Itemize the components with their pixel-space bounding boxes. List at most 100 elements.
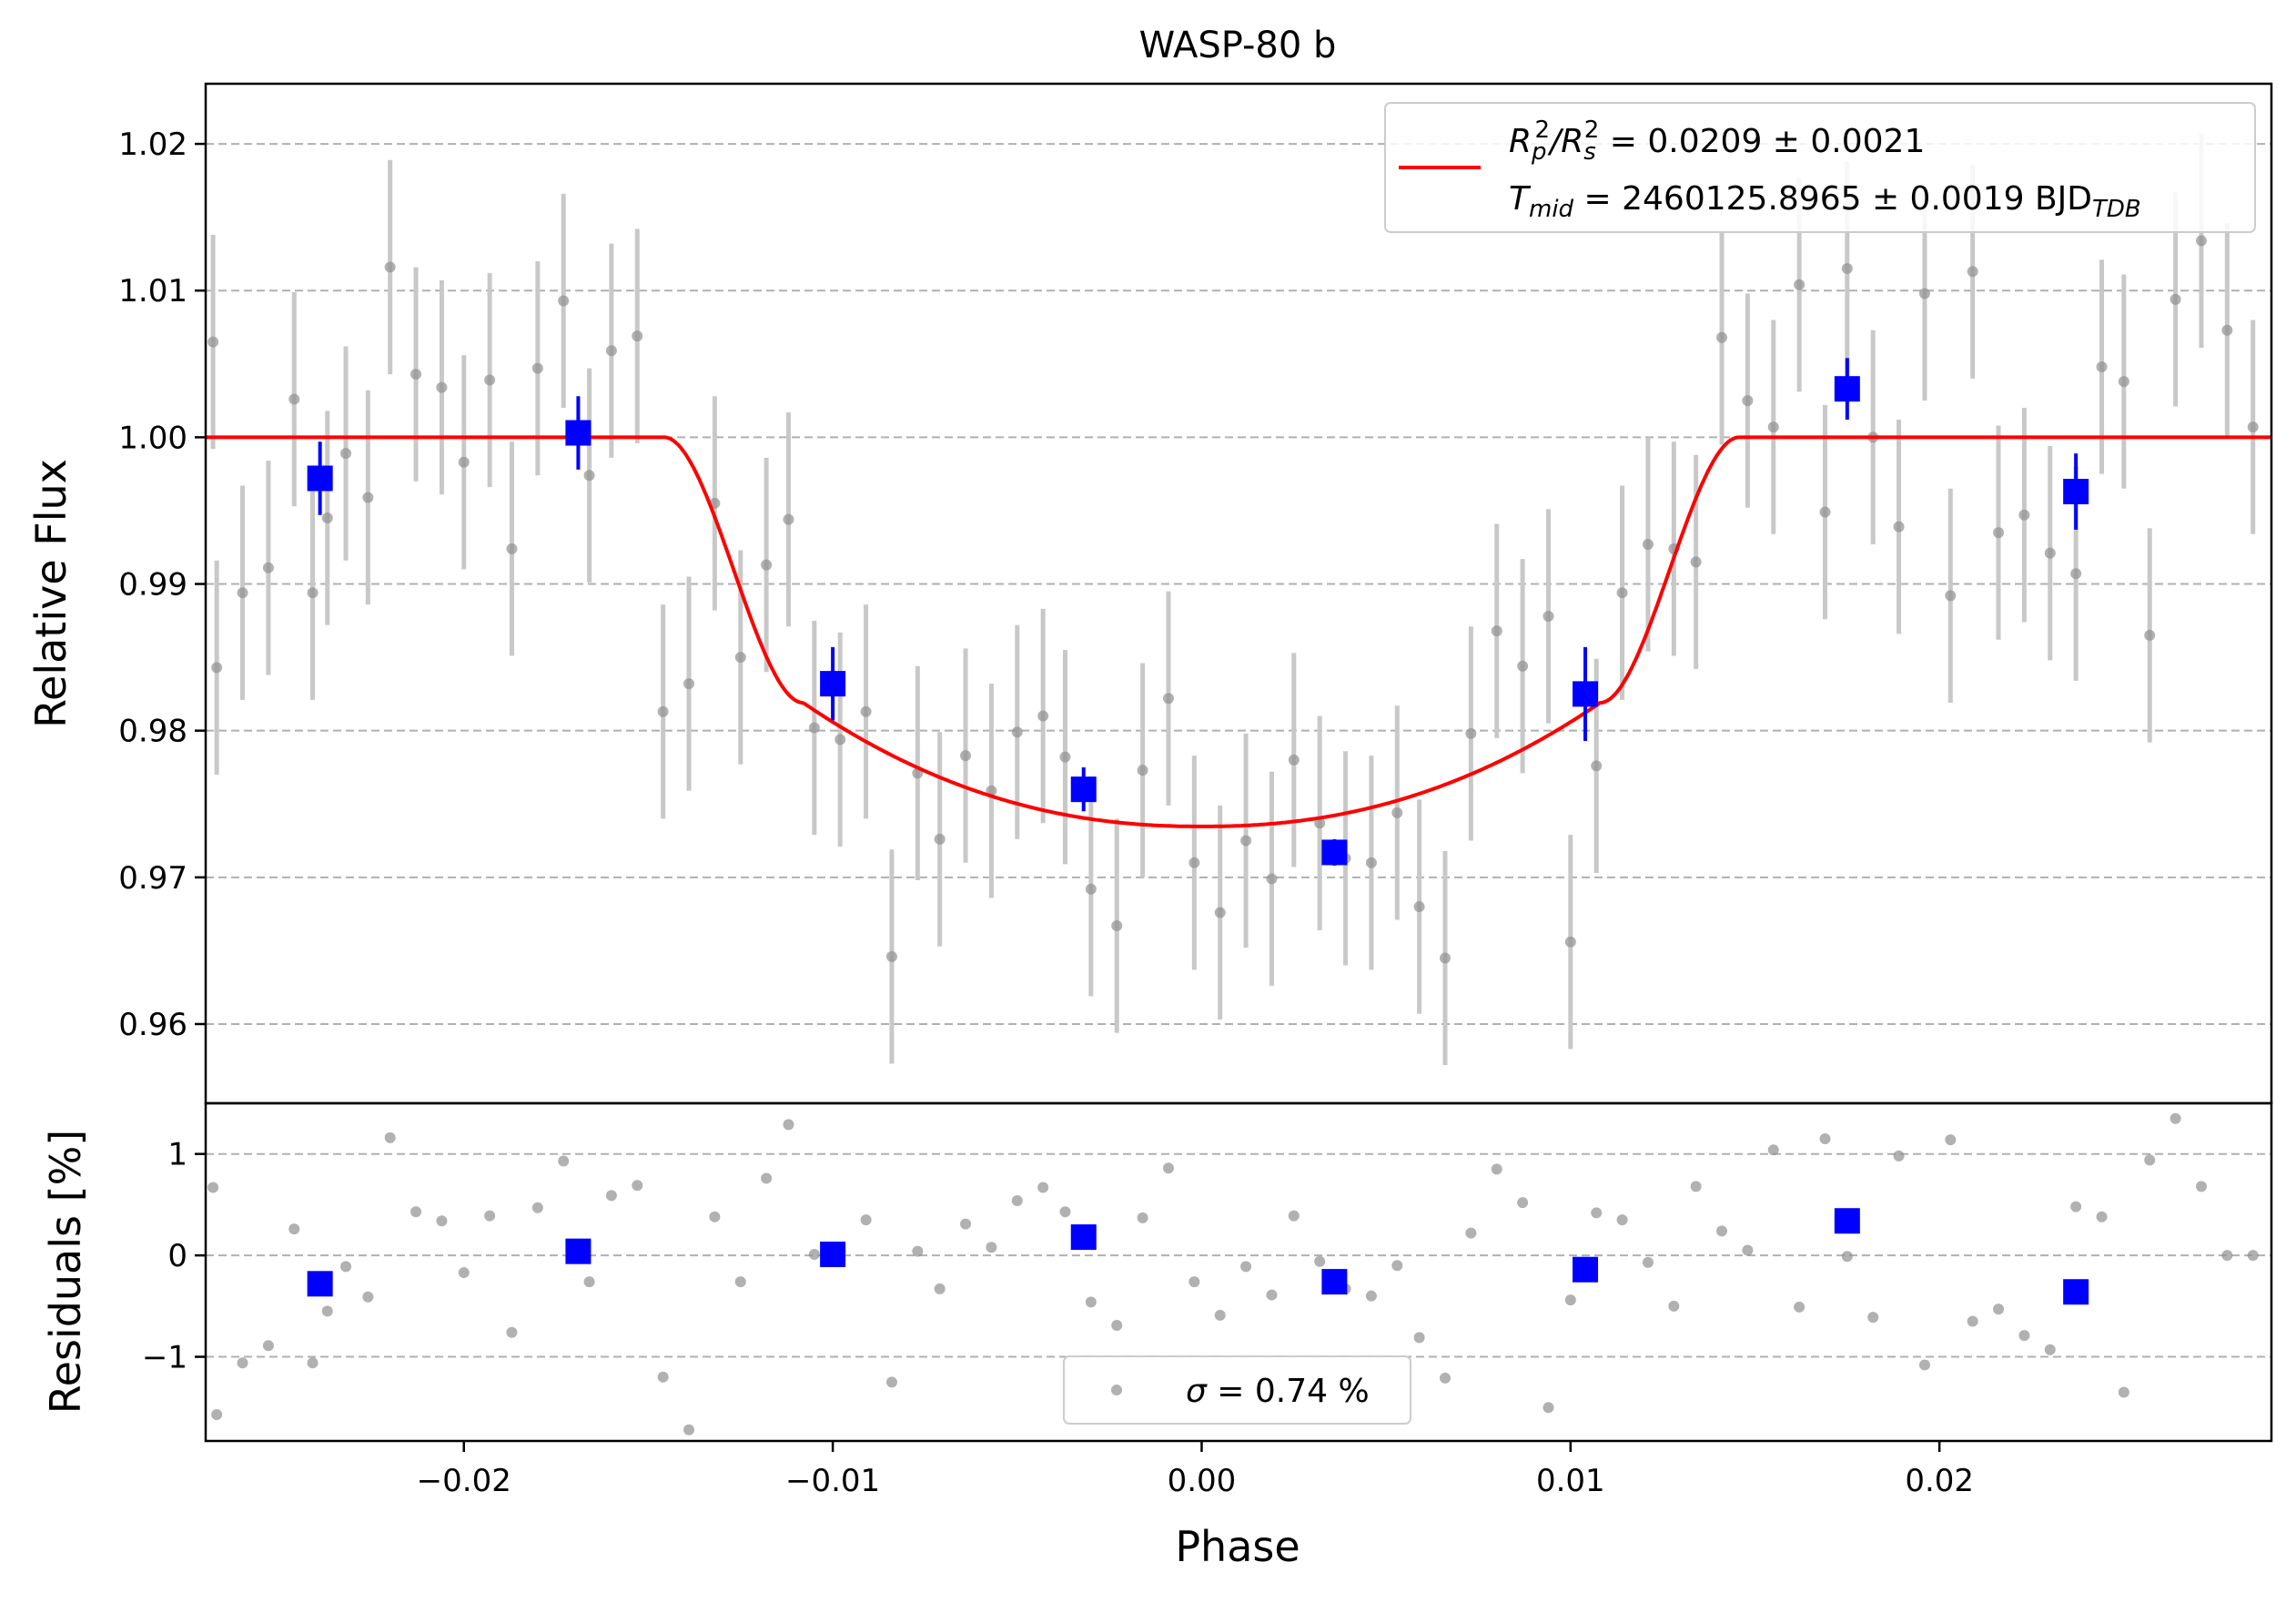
- raw-residual-point: [1945, 1134, 1957, 1146]
- raw-point: [458, 456, 470, 468]
- raw-residual-point: [1413, 1332, 1425, 1344]
- x-tick-label: 0.01: [1536, 1463, 1605, 1499]
- raw-residual-point: [211, 1409, 223, 1421]
- binned-residual-point: [1573, 1256, 1599, 1283]
- binned-point: [307, 465, 333, 492]
- raw-residual-point: [986, 1242, 997, 1253]
- raw-residual-point: [1162, 1162, 1174, 1174]
- raw-point: [558, 295, 570, 307]
- raw-residual-point: [2144, 1154, 2156, 1166]
- raw-point: [1465, 727, 1477, 739]
- raw-residual-point: [506, 1326, 518, 1338]
- raw-residual-point: [2044, 1344, 2056, 1355]
- legend-tmid-text: Tmid = 2460125.8965 ± 0.0019 BJDTDB: [1509, 180, 2141, 223]
- top-panel-grid: [206, 143, 2271, 1025]
- raw-point: [1137, 765, 1148, 776]
- raw-residual-point: [1918, 1359, 1930, 1371]
- raw-point: [1794, 279, 1805, 290]
- raw-residual-point: [583, 1276, 595, 1288]
- raw-residual-point: [1591, 1207, 1603, 1219]
- raw-residual-point: [709, 1211, 721, 1223]
- binned-point: [1321, 839, 1348, 866]
- raw-point: [2044, 547, 2056, 559]
- legend-depth-sup-1: 2: [1535, 117, 1551, 144]
- raw-residual-point: [1716, 1225, 1728, 1237]
- binned-residual-point: [1070, 1224, 1097, 1251]
- top-panel-ylabel: Relative Flux: [26, 459, 76, 728]
- legend-tmid-value: = 2460125.8965 ± 0.0019 BJD: [1573, 180, 2092, 218]
- legend-depth-value: = 0.0209 ± 0.0021: [1599, 123, 1925, 160]
- raw-residual-point: [1314, 1255, 1326, 1267]
- top-y-tick-label: 0.96: [118, 1007, 187, 1043]
- raw-residual-point: [1059, 1206, 1071, 1218]
- binned-residual-point: [820, 1242, 846, 1268]
- raw-point: [484, 374, 496, 386]
- raw-residual-point: [761, 1172, 773, 1184]
- bottom-y-tick-label: −1: [142, 1340, 187, 1376]
- raw-point: [1037, 710, 1049, 722]
- bottom-y-tick-label: 1: [167, 1137, 187, 1173]
- raw-point: [960, 750, 972, 762]
- raw-point: [1314, 817, 1326, 829]
- raw-point: [384, 261, 396, 273]
- top-panel-y-ticks: 0.96 0.97 0.98 0.99 1.00 1.01 1.02: [118, 127, 206, 1043]
- raw-point: [1059, 751, 1071, 763]
- raw-residual-point: [1993, 1304, 2005, 1315]
- raw-residual-point: [1085, 1296, 1097, 1308]
- raw-residual-point: [2247, 1250, 2259, 1262]
- raw-residual-point: [1440, 1372, 1451, 1384]
- raw-residual-point: [1616, 1214, 1628, 1226]
- x-tick-label: 0.02: [1905, 1463, 1974, 1499]
- raw-point: [1819, 506, 1831, 518]
- binned-residual-point: [1834, 1208, 1860, 1234]
- sigma-legend-marker: [1111, 1385, 1122, 1395]
- raw-point: [1616, 587, 1628, 599]
- raw-residual-point: [2170, 1112, 2181, 1124]
- raw-residual-point: [1037, 1182, 1049, 1193]
- transit-model-curve: [206, 435, 2271, 828]
- raw-point: [1240, 835, 1252, 847]
- bottom-panel-ylabel: Residuals [%]: [41, 1130, 90, 1414]
- binned-residual-point: [565, 1238, 592, 1264]
- raw-residual-point: [2118, 1386, 2129, 1398]
- raw-residual-point: [860, 1214, 872, 1226]
- raw-point: [362, 492, 374, 503]
- binned-point: [565, 420, 592, 446]
- bottom-panel-grid: [206, 1152, 2271, 1358]
- top-y-tick-label: 0.97: [118, 860, 187, 897]
- raw-point: [1440, 952, 1451, 964]
- raw-point: [1288, 754, 1300, 766]
- raw-point: [1591, 760, 1603, 772]
- raw-point: [307, 587, 319, 599]
- raw-point: [410, 369, 422, 380]
- x-axis-ticks: −0.02 −0.01 0.00 0.01 0.02: [417, 1441, 1974, 1499]
- raw-point: [1391, 807, 1403, 818]
- sigma-value: = 0.74 %: [1207, 1373, 1370, 1410]
- raw-residual-point: [1391, 1260, 1403, 1272]
- raw-residual-point: [384, 1131, 396, 1143]
- raw-residual-point: [1742, 1244, 1754, 1256]
- raw-residual-point: [1137, 1212, 1148, 1223]
- raw-point: [1011, 726, 1023, 738]
- raw-point: [1967, 266, 1978, 278]
- raw-point: [1542, 610, 1554, 622]
- raw-residual-point: [207, 1182, 219, 1193]
- raw-point: [934, 833, 946, 845]
- raw-residual-point: [1867, 1312, 1879, 1324]
- legend-depth-sup-2: 2: [1584, 117, 1600, 144]
- top-y-tick-label: 0.99: [118, 567, 187, 604]
- raw-point: [1111, 920, 1123, 932]
- raw-residual-point: [1542, 1402, 1554, 1414]
- raw-residual-point: [1841, 1251, 1853, 1263]
- raw-residual-point: [362, 1291, 374, 1303]
- binned-point: [1573, 681, 1599, 707]
- raw-residual-point: [262, 1340, 274, 1352]
- raw-point: [1918, 288, 1930, 299]
- raw-residual-point: [808, 1249, 820, 1261]
- sigma-symbol: σ: [1186, 1373, 1208, 1410]
- legend-depth-sub-p: p: [1531, 138, 1547, 166]
- raw-point: [506, 543, 518, 554]
- raw-residual-point: [1893, 1150, 1905, 1162]
- raw-residual-point: [1465, 1227, 1477, 1239]
